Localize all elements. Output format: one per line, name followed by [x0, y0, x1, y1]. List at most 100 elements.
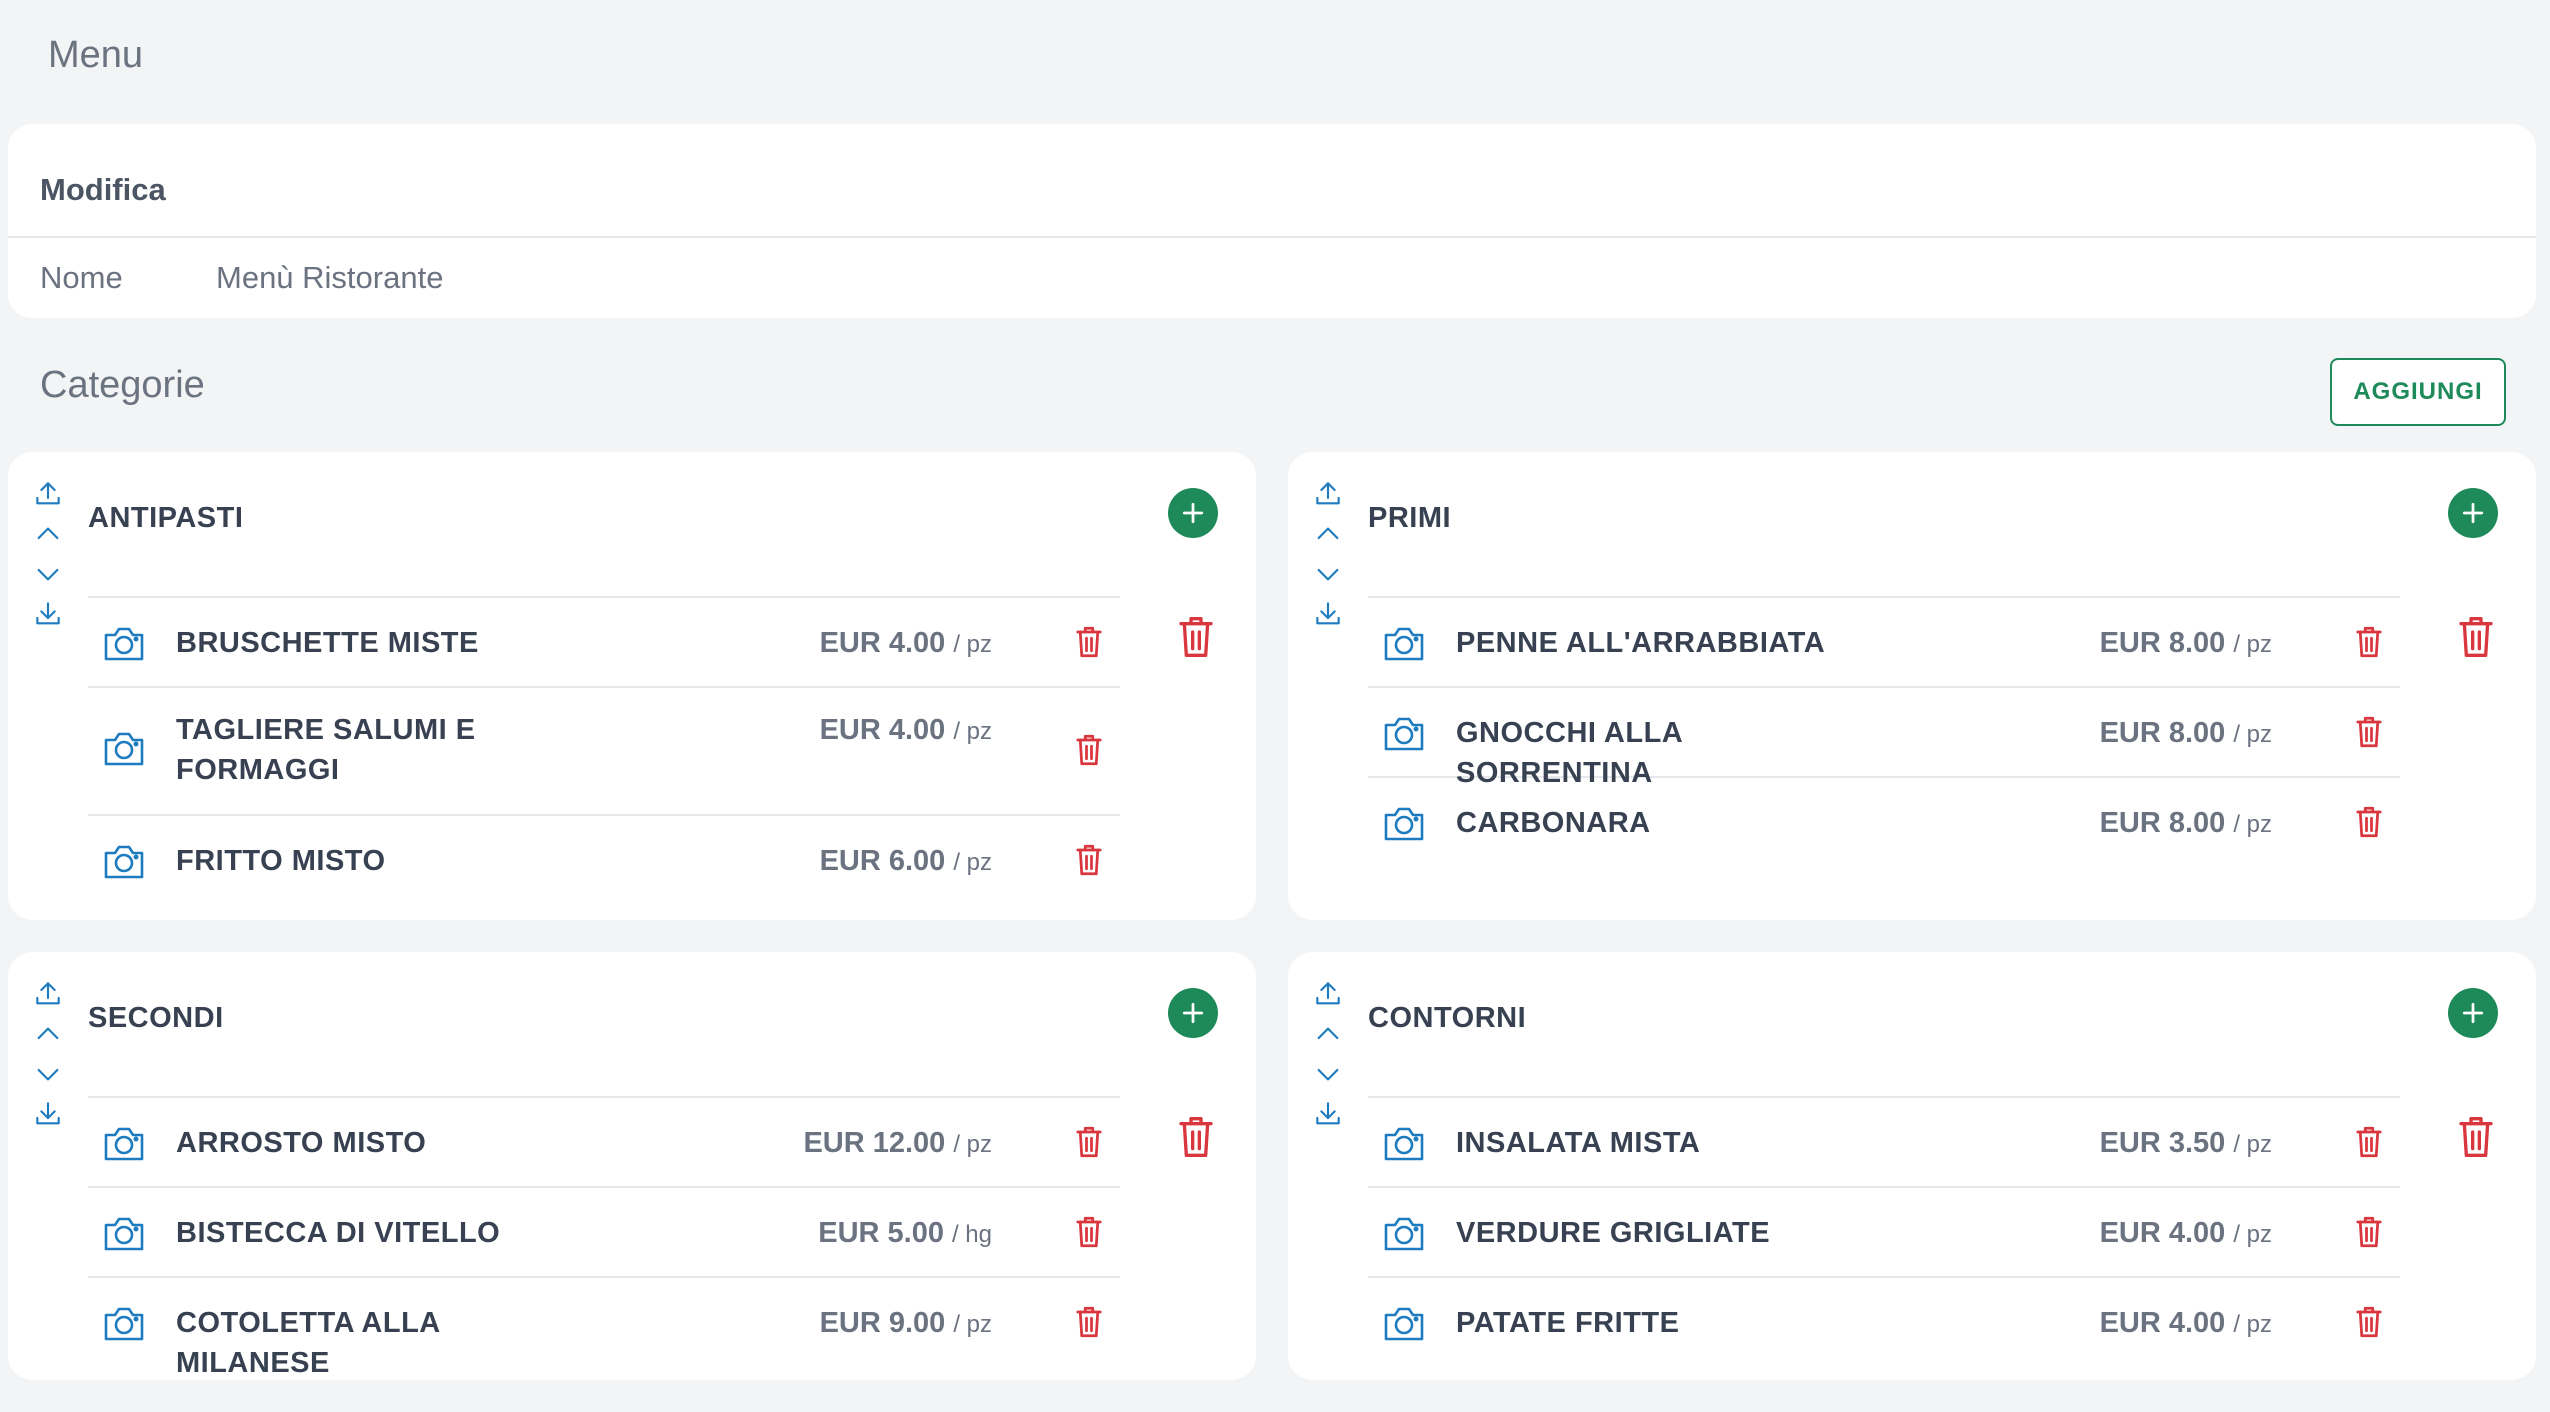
- move-up-icon[interactable]: [26, 1014, 70, 1054]
- item-unit: / pz: [2233, 1221, 2272, 1248]
- camera-icon[interactable]: [1382, 803, 1426, 843]
- delete-item-icon[interactable]: [2354, 624, 2384, 660]
- reorder-controls: [26, 474, 70, 634]
- move-top-icon[interactable]: [1306, 474, 1350, 514]
- reorder-controls: [1306, 474, 1350, 634]
- item-price: EUR 8.00: [2099, 807, 2226, 839]
- item-price: EUR 4.00: [2099, 1217, 2226, 1249]
- camera-icon[interactable]: [1382, 1213, 1426, 1253]
- add-item-button[interactable]: [2448, 488, 2498, 538]
- add-item-button[interactable]: [2448, 988, 2498, 1038]
- camera-icon[interactable]: [1382, 1303, 1426, 1343]
- item-unit: / pz: [953, 849, 992, 876]
- list-item[interactable]: PATATE FRITTE EUR 4.00 / pz: [1368, 1278, 2400, 1368]
- item-name: INSALATA MISTA: [1456, 1127, 1701, 1159]
- list-item[interactable]: ARROSTO MISTO EUR 12.00 / pz: [88, 1098, 1120, 1188]
- item-price: EUR 9.00: [819, 1307, 946, 1339]
- camera-icon[interactable]: [1382, 1123, 1426, 1163]
- item-unit: / pz: [953, 718, 992, 745]
- item-name: BISTECCA DI VITELLO: [176, 1217, 501, 1249]
- list-item[interactable]: TAGLIERE SALUMI E FORMAGGI EUR 4.00 / pz: [88, 688, 1120, 816]
- camera-icon[interactable]: [1382, 713, 1426, 753]
- delete-item-icon[interactable]: [2354, 714, 2384, 750]
- item-price: EUR 12.00: [803, 1127, 946, 1159]
- item-price: EUR 4.00: [819, 714, 946, 746]
- list-item[interactable]: COTOLETTA ALLA MILANESE EUR 9.00 / pz: [88, 1278, 1120, 1379]
- move-down-icon[interactable]: [26, 1054, 70, 1094]
- delete-item-icon[interactable]: [2354, 1124, 2384, 1160]
- edit-card: Modifica Nome Menù Ristorante: [8, 124, 2536, 318]
- move-bottom-icon[interactable]: [1306, 594, 1350, 634]
- list-item[interactable]: CARBONARA EUR 8.00 / pz: [1368, 778, 2400, 868]
- list-item[interactable]: BRUSCHETTE MISTE EUR 4.00 / pz: [88, 598, 1120, 688]
- page-title: Menu: [48, 34, 144, 76]
- move-down-icon[interactable]: [26, 554, 70, 594]
- item-unit: / pz: [2233, 811, 2272, 838]
- camera-icon[interactable]: [102, 1303, 146, 1343]
- move-bottom-icon[interactable]: [26, 594, 70, 634]
- delete-item-icon[interactable]: [2354, 804, 2384, 840]
- camera-icon[interactable]: [1382, 623, 1426, 663]
- item-price-group: EUR 4.00 / pz: [2100, 1213, 2272, 1255]
- item-price-group: EUR 3.50 / pz: [2100, 1123, 2272, 1165]
- item-name: COTOLETTA ALLA MILANESE: [176, 1307, 440, 1379]
- delete-item-icon[interactable]: [2354, 1214, 2384, 1250]
- delete-item-icon[interactable]: [1074, 1214, 1104, 1250]
- list-item[interactable]: FRITTO MISTO EUR 6.00 / pz: [88, 816, 1120, 906]
- delete-item-icon[interactable]: [1074, 624, 1104, 660]
- item-list: INSALATA MISTA EUR 3.50/ pz VERDURE GRIGLI…: [1368, 1096, 2400, 1368]
- item-unit: / pz: [953, 1311, 992, 1338]
- camera-icon[interactable]: [102, 1213, 146, 1253]
- move-up-icon[interactable]: [1306, 1014, 1350, 1054]
- camera-icon[interactable]: [102, 841, 146, 881]
- camera-icon[interactable]: [102, 728, 146, 768]
- item-price-group: EUR 8.00 / pz: [2100, 803, 2272, 845]
- add-category-button[interactable]: AGGIUNGI: [2330, 358, 2506, 426]
- category-card: ANTIPASTI BRUSCHETTE MISTE EUR 4.00/ pz TAG…: [8, 452, 1256, 920]
- item-name: TAGLIERE SALUMI E FORMAGGI: [176, 714, 476, 786]
- item-price: EUR 6.00: [819, 845, 946, 877]
- move-up-icon[interactable]: [1306, 514, 1350, 554]
- category-name: ANTIPASTI: [88, 502, 244, 534]
- delete-category-icon[interactable]: [1174, 612, 1218, 662]
- item-price-group: EUR 6.00 / pz: [820, 841, 992, 883]
- camera-icon[interactable]: [102, 1123, 146, 1163]
- move-top-icon[interactable]: [26, 974, 70, 1014]
- item-price-group: EUR 8.00 / pz: [2100, 623, 2272, 665]
- reorder-controls: [1306, 974, 1350, 1134]
- item-price: EUR 4.00: [819, 627, 946, 659]
- item-unit: / pz: [953, 1131, 992, 1158]
- move-top-icon[interactable]: [1306, 974, 1350, 1014]
- item-name: FRITTO MISTO: [176, 845, 386, 877]
- move-down-icon[interactable]: [1306, 1054, 1350, 1094]
- delete-item-icon[interactable]: [1074, 1124, 1104, 1160]
- list-item[interactable]: PENNE ALL'ARRABBIATA EUR 8.00 / pz: [1368, 598, 2400, 688]
- item-price-group: EUR 4.00 / pz: [820, 710, 992, 752]
- move-bottom-icon[interactable]: [26, 1094, 70, 1134]
- add-item-button[interactable]: [1168, 988, 1218, 1038]
- delete-category-icon[interactable]: [2454, 1112, 2498, 1162]
- delete-item-icon[interactable]: [1074, 842, 1104, 878]
- list-item[interactable]: BISTECCA DI VITELLO EUR 5.00 / hg: [88, 1188, 1120, 1278]
- delete-item-icon[interactable]: [1074, 1304, 1104, 1340]
- item-price: EUR 5.00: [818, 1217, 944, 1249]
- list-item[interactable]: INSALATA MISTA EUR 3.50 / pz: [1368, 1098, 2400, 1188]
- move-down-icon[interactable]: [1306, 554, 1350, 594]
- move-bottom-icon[interactable]: [1306, 1094, 1350, 1134]
- move-top-icon[interactable]: [26, 474, 70, 514]
- list-item[interactable]: VERDURE GRIGLIATE EUR 4.00 / pz: [1368, 1188, 2400, 1278]
- delete-category-icon[interactable]: [2454, 612, 2498, 662]
- camera-icon[interactable]: [102, 623, 146, 663]
- delete-item-icon[interactable]: [2354, 1304, 2384, 1340]
- add-item-button[interactable]: [1168, 488, 1218, 538]
- delete-category-icon[interactable]: [1174, 1112, 1218, 1162]
- item-unit: / pz: [2233, 1311, 2272, 1338]
- list-item[interactable]: GNOCCHI ALLA SORRENTINA EUR 8.00 / pz: [1368, 688, 2400, 789]
- move-up-icon[interactable]: [26, 514, 70, 554]
- delete-item-icon[interactable]: [1074, 732, 1104, 768]
- item-name: ARROSTO MISTO: [176, 1127, 427, 1159]
- item-list: ARROSTO MISTO EUR 12.00 / pz BISTECCA DI VI…: [88, 1096, 1120, 1379]
- item-price-group: EUR 4.00 / pz: [820, 623, 992, 665]
- edit-heading: Modifica: [40, 172, 166, 207]
- name-value[interactable]: Menù Ristorante: [216, 260, 444, 295]
